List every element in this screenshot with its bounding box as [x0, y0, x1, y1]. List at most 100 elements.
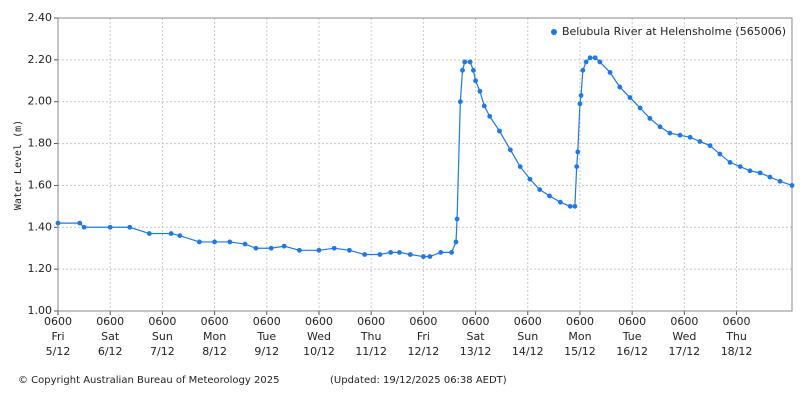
data-point — [575, 149, 581, 155]
data-point — [473, 78, 478, 84]
data-point — [583, 59, 589, 65]
data-point — [470, 67, 476, 73]
x-tick-label: Fri — [417, 330, 430, 343]
x-tick-label: 15/12 — [564, 345, 596, 358]
data-point — [81, 224, 87, 230]
x-tick-label: 0600 — [96, 315, 124, 328]
data-point — [578, 93, 584, 98]
y-tick-label: 2.40 — [28, 11, 53, 24]
legend-label: Belubula River at Helensholme (565006) — [562, 25, 786, 38]
x-tick-label: 8/12 — [202, 345, 227, 358]
data-point — [667, 130, 673, 136]
data-point — [449, 250, 455, 255]
footer-updated: (Updated: 19/12/2025 06:38 AEDT) — [330, 375, 507, 386]
x-tick-label: 0600 — [148, 315, 176, 328]
x-tick-label: 0600 — [305, 315, 333, 328]
data-point — [467, 59, 473, 65]
data-point — [146, 231, 152, 236]
x-tick-label: 0600 — [409, 315, 437, 328]
y-tick-label: 1.00 — [28, 304, 53, 317]
x-tick-label: Sun — [517, 330, 538, 343]
x-tick-label: Mon — [203, 330, 226, 343]
y-tick-label: 1.80 — [28, 137, 53, 150]
y-tick-label: 1.20 — [28, 262, 53, 275]
x-tick-label: 12/12 — [408, 345, 440, 358]
x-tick-label: Tue — [622, 330, 642, 343]
data-point — [572, 203, 578, 209]
data-point — [777, 178, 783, 184]
x-tick-label: Fri — [51, 330, 64, 343]
data-point — [453, 239, 459, 245]
data-point — [107, 224, 113, 230]
x-tick-label: 0600 — [357, 315, 385, 328]
data-point — [627, 95, 633, 100]
data-point — [747, 168, 753, 174]
data-point — [438, 250, 444, 255]
x-tick-label: Mon — [568, 330, 591, 343]
data-point — [580, 67, 586, 73]
data-point — [454, 216, 460, 222]
data-point — [617, 84, 623, 90]
data-point — [647, 116, 653, 121]
plot-border — [57, 17, 793, 312]
y-tick-label: 1.40 — [28, 220, 53, 233]
data-point — [407, 252, 413, 257]
data-point — [677, 132, 683, 138]
x-tick-label: 14/12 — [512, 345, 544, 358]
x-tick-label: 0600 — [618, 315, 646, 328]
x-tick-label: 0600 — [44, 315, 72, 328]
x-tick-label: 18/12 — [721, 345, 753, 358]
data-point — [507, 147, 513, 153]
data-point — [789, 183, 795, 188]
x-tick-label: Wed — [307, 330, 331, 343]
data-point — [557, 199, 563, 205]
x-tick-label: 0600 — [723, 315, 751, 328]
y-tick-label: 1.60 — [28, 178, 53, 191]
x-tick-label: 0600 — [201, 315, 229, 328]
data-point — [497, 128, 502, 134]
data-point — [377, 252, 383, 257]
x-tick-label: 10/12 — [303, 345, 335, 358]
data-point — [347, 247, 352, 253]
data-point — [253, 245, 259, 251]
data-point — [227, 239, 233, 245]
x-tick-label: 0600 — [253, 315, 281, 328]
data-point — [168, 231, 174, 236]
data-point — [427, 254, 433, 259]
y-tick-label: 2.00 — [28, 95, 53, 108]
x-tick-label: Sat — [101, 330, 120, 343]
data-point — [767, 174, 773, 180]
data-point — [687, 134, 693, 140]
data-point — [362, 252, 368, 257]
data-point — [577, 101, 583, 107]
data-point — [527, 176, 533, 182]
data-point — [316, 247, 322, 253]
data-point — [55, 220, 61, 226]
data-point — [597, 59, 603, 65]
data-point — [707, 143, 713, 149]
x-tick-label: Thu — [360, 330, 382, 343]
x-tick-label: 0600 — [670, 315, 698, 328]
x-tick-label: Wed — [672, 330, 696, 343]
data-point — [297, 247, 302, 253]
data-point — [196, 239, 202, 245]
data-point — [757, 170, 763, 176]
x-tick-label: 0600 — [514, 315, 542, 328]
x-tick-label: 7/12 — [150, 345, 175, 358]
data-point — [487, 113, 493, 119]
data-point — [462, 59, 468, 65]
data-point — [717, 151, 723, 157]
data-point — [397, 250, 402, 255]
data-point — [281, 243, 287, 249]
data-point — [242, 241, 248, 247]
data-point — [697, 139, 703, 144]
data-point — [547, 193, 552, 199]
y-axis-label: Water Level (m) — [13, 120, 24, 210]
x-tick-label: Sat — [467, 330, 486, 343]
x-tick-label: Thu — [725, 330, 747, 343]
x-tick-label: 0600 — [566, 315, 594, 328]
data-point — [460, 67, 465, 73]
data-point — [657, 124, 663, 130]
data-point — [268, 245, 274, 251]
